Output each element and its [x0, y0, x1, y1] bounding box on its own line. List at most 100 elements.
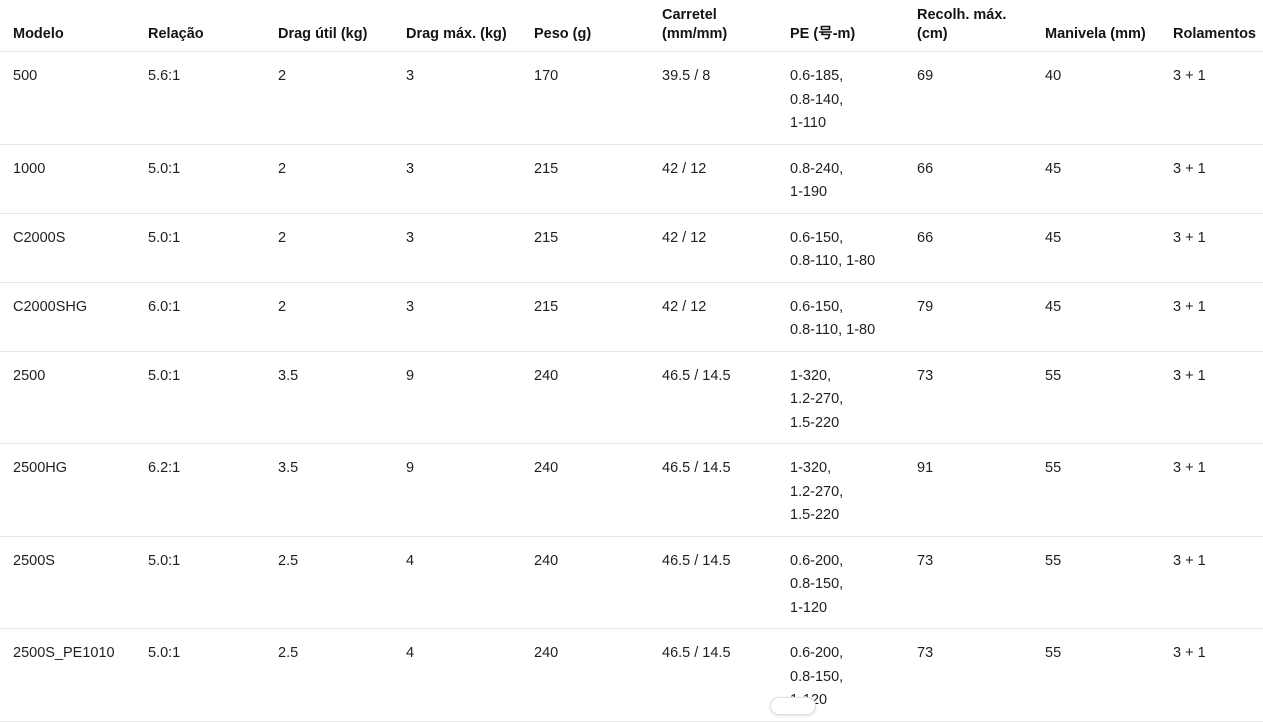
cell-relacao: 5.6:1 — [148, 68, 181, 84]
cell-relacao: 5.0:1 — [148, 367, 181, 384]
cell-pe: 1-320, 1.2-270, 1.5-220 — [790, 367, 844, 431]
cell-drag-util: 2 — [278, 229, 287, 246]
cell-drag-max: 9 — [406, 460, 415, 476]
cell-carretel: 39.5 / 8 — [662, 68, 711, 84]
cell-pe: 1-320, 1.2-270, 1.5-220 — [790, 460, 844, 523]
table-row: C2000S 5.0:1 2 3 215 42 / 12 0.6-150, 0.… — [0, 214, 1263, 283]
cell-manivela: 55 — [1045, 367, 1062, 384]
col-header-modelo: Modelo — [13, 26, 64, 42]
cell-recolh-max: 91 — [917, 460, 934, 476]
cell-peso: 170 — [534, 68, 559, 84]
cell-manivela: 55 — [1045, 552, 1062, 569]
cell-modelo: 500 — [13, 68, 38, 84]
table-row: 2500 5.0:1 3.5 9 240 46.5 / 14.5 1-320, … — [0, 352, 1263, 444]
cell-manivela: 45 — [1045, 298, 1062, 315]
cell-manivela: 55 — [1045, 460, 1062, 476]
cell-modelo: 1000 — [13, 160, 46, 177]
cell-manivela: 40 — [1045, 68, 1062, 84]
cell-peso: 215 — [534, 160, 559, 177]
cell-manivela: 45 — [1045, 229, 1062, 246]
cell-pe: 0.8-240, 1-190 — [790, 160, 844, 201]
cell-recolh-max: 73 — [917, 552, 934, 569]
cell-manivela: 55 — [1045, 645, 1062, 661]
cell-peso: 240 — [534, 552, 559, 569]
cell-carretel: 46.5 / 14.5 — [662, 552, 731, 569]
cell-modelo: C2000SHG — [13, 298, 88, 315]
col-header-relacao: Relação — [148, 26, 204, 42]
cell-relacao: 5.0:1 — [148, 229, 181, 246]
cell-drag-max: 3 — [406, 68, 415, 84]
col-header-manivela: Manivela (mm) — [1045, 26, 1146, 42]
cell-drag-util: 3.5 — [278, 367, 299, 384]
table-row: 2500S_PE1010 5.0:1 2.5 4 240 46.5 / 14.5… — [0, 629, 1263, 722]
cell-carretel: 42 / 12 — [662, 229, 707, 246]
cell-recolh-max: 73 — [917, 367, 934, 384]
table-row: 500 5.6:1 2 3 170 39.5 / 8 0.6-185, 0.8-… — [0, 52, 1263, 145]
cell-peso: 215 — [534, 229, 559, 246]
cell-rolamentos: 3 + 1 — [1173, 298, 1206, 315]
table-row: 2500HG 6.2:1 3.5 9 240 46.5 / 14.5 1-320… — [0, 444, 1263, 537]
cell-drag-max: 3 — [406, 229, 415, 246]
cell-recolh-max: 66 — [917, 160, 934, 177]
table-row: 1000 5.0:1 2 3 215 42 / 12 0.8-240, 1-19… — [0, 145, 1263, 214]
cell-drag-util: 2 — [278, 68, 287, 84]
cell-recolh-max: 73 — [917, 645, 934, 661]
col-header-drag-util: Drag útil (kg) — [278, 26, 368, 42]
col-header-peso: Peso (g) — [534, 26, 592, 42]
cell-relacao: 5.0:1 — [148, 645, 181, 661]
cell-drag-max: 3 — [406, 298, 415, 315]
table-row: 2500S 5.0:1 2.5 4 240 46.5 / 14.5 0.6-20… — [0, 537, 1263, 629]
cell-relacao: 6.2:1 — [148, 460, 181, 476]
cell-drag-max: 4 — [406, 552, 415, 569]
cell-peso: 240 — [534, 367, 559, 384]
col-header-rolamentos: Rolamentos — [1173, 26, 1256, 42]
cell-manivela: 45 — [1045, 160, 1062, 177]
cell-modelo: 2500HG — [13, 460, 68, 476]
cell-drag-util: 2.5 — [278, 552, 299, 569]
cell-modelo: 2500 — [13, 367, 46, 384]
col-header-carretel: Carretel (mm/mm) — [662, 7, 728, 42]
cell-drag-util: 2 — [278, 298, 287, 315]
cell-rolamentos: 3 + 1 — [1173, 460, 1206, 476]
cell-recolh-max: 79 — [917, 298, 934, 315]
cell-drag-max: 4 — [406, 645, 415, 661]
cell-peso: 240 — [534, 645, 559, 661]
cell-rolamentos: 3 + 1 — [1173, 68, 1206, 84]
cell-relacao: 6.0:1 — [148, 298, 181, 315]
col-header-recolh-max: Recolh. máx. (cm) — [917, 7, 1007, 42]
cutoff-popup-edge — [770, 697, 816, 715]
cell-pe: 0.6-200, 0.8-150, 1-120 — [790, 552, 844, 616]
table-body: 500 5.6:1 2 3 170 39.5 / 8 0.6-185, 0.8-… — [0, 52, 1263, 722]
cell-pe: 0.6-150, 0.8-110, 1-80 — [790, 298, 876, 339]
cell-modelo: 2500S — [13, 552, 55, 569]
cell-modelo: C2000S — [13, 229, 66, 246]
cell-drag-util: 3.5 — [278, 460, 299, 476]
table-row: C2000SHG 6.0:1 2 3 215 42 / 12 0.6-150, … — [0, 283, 1263, 352]
cell-recolh-max: 69 — [917, 68, 934, 84]
cell-rolamentos: 3 + 1 — [1173, 160, 1206, 177]
cell-drag-max: 3 — [406, 160, 415, 177]
cell-peso: 215 — [534, 298, 559, 315]
cell-carretel: 46.5 / 14.5 — [662, 645, 731, 661]
cell-carretel: 46.5 / 14.5 — [662, 460, 731, 476]
cell-pe: 0.6-185, 0.8-140, 1-110 — [790, 68, 844, 131]
cell-carretel: 42 / 12 — [662, 160, 707, 177]
cell-rolamentos: 3 + 1 — [1173, 552, 1206, 569]
table-header-row: Modelo Relação Drag útil (kg) Drag máx. … — [0, 0, 1263, 52]
col-header-drag-max: Drag máx. (kg) — [406, 26, 507, 42]
cell-rolamentos: 3 + 1 — [1173, 367, 1206, 384]
cell-pe: 0.6-150, 0.8-110, 1-80 — [790, 229, 876, 270]
col-header-pe: PE (号-m) — [790, 26, 856, 42]
cell-rolamentos: 3 + 1 — [1173, 229, 1206, 246]
cell-relacao: 5.0:1 — [148, 552, 181, 569]
cell-relacao: 5.0:1 — [148, 160, 181, 177]
cell-drag-util: 2.5 — [278, 645, 299, 661]
cell-carretel: 42 / 12 — [662, 298, 707, 315]
cell-drag-util: 2 — [278, 160, 287, 177]
cell-drag-max: 9 — [406, 367, 415, 384]
cell-carretel: 46.5 / 14.5 — [662, 367, 731, 384]
cell-peso: 240 — [534, 460, 559, 476]
cell-modelo: 2500S_PE1010 — [13, 645, 115, 661]
cell-rolamentos: 3 + 1 — [1173, 645, 1206, 661]
